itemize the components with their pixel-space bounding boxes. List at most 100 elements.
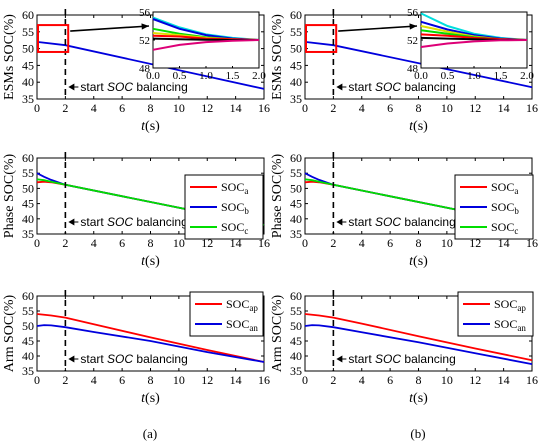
series-line-2: [36, 178, 265, 226]
caption-b: (b): [410, 426, 425, 441]
x-tick-label: 16: [526, 101, 538, 115]
annotation-prefix: start: [80, 80, 107, 94]
y-tick-label: 45: [22, 197, 34, 211]
x-tick-label: 2: [330, 236, 336, 250]
y-tick-label: 40: [22, 212, 34, 226]
x-axis-label-italic: t: [141, 391, 146, 406]
zoom-arrow-line: [338, 25, 418, 32]
annotation-italic: SOC: [375, 215, 401, 229]
annotation-italic: SOC: [107, 80, 133, 94]
annotation-arrow: [336, 218, 343, 226]
inset-x-tick-label: 1.0: [467, 70, 481, 82]
annotation-italic: SOC: [107, 352, 133, 366]
legend-label-main: SOC: [491, 200, 514, 214]
legend-a-arm: SOCap SOCan: [189, 291, 264, 337]
zoom-arrow-head: [409, 23, 417, 30]
inset-y-tick-label: 56: [139, 7, 151, 19]
y-tick-label: 35: [290, 364, 302, 378]
x-tick-label: 16: [526, 373, 538, 387]
annotation-arrow: [68, 355, 75, 363]
annotation-italic: SOC: [375, 80, 401, 94]
annotation-text: start SOC balancing: [80, 215, 187, 229]
x-tick-label: 8: [148, 373, 154, 387]
x-tick-label: 0: [302, 101, 308, 115]
y-tick-label: 40: [290, 349, 302, 363]
annotation-italic: SOC: [375, 352, 401, 366]
x-axis-label-italic: t: [409, 391, 414, 406]
annotation-prefix: start: [348, 80, 375, 94]
x-tick-label: 10: [441, 236, 453, 250]
series-line-1: [304, 324, 533, 365]
inset-y-tick-label: 48: [139, 63, 151, 75]
y-tick-label: 55: [22, 25, 34, 39]
inset-x-tick-label: 1.0: [199, 70, 213, 82]
x-tick-label: 10: [441, 373, 453, 387]
x-tick-label: 6: [119, 236, 125, 250]
y-tick-label: 45: [290, 334, 302, 348]
y-tick-label: 60: [22, 151, 34, 165]
legend-b-arm: SOCap SOCan: [457, 291, 534, 337]
legend-label-sub: b: [244, 206, 249, 216]
legend-label: SOCc: [491, 220, 518, 236]
y-axis-label: Phase SOC(%): [2, 153, 17, 238]
x-tick-label: 0: [34, 373, 40, 387]
x-tick-label: 10: [173, 236, 185, 250]
series-line-0: [304, 41, 533, 89]
y-axis-label: Arm SOC(%): [2, 294, 17, 372]
x-tick-label: 4: [91, 373, 97, 387]
x-axis-label-italic: t: [141, 254, 146, 269]
y-tick-label: 60: [22, 289, 34, 303]
y-tick-label: 50: [22, 319, 34, 333]
inset-x-tick-label: 1.5: [226, 70, 240, 82]
y-tick-label: 55: [290, 166, 302, 180]
annotation-arrow: [336, 83, 343, 91]
annotation-prefix: start: [80, 215, 107, 229]
legend-box: [189, 291, 264, 337]
y-tick-label: 40: [290, 212, 302, 226]
zoom-arrow-head: [141, 23, 149, 30]
legend-label-main: SOC: [494, 317, 517, 331]
annotation-prefix: start: [348, 215, 375, 229]
legend-label-sub: an: [517, 323, 526, 333]
legend-label-main: SOC: [221, 220, 244, 234]
y-tick-label: 45: [22, 58, 34, 72]
y-tick-label: 40: [290, 75, 302, 89]
annotation-text: start SOC balancing: [348, 80, 455, 94]
x-tick-label: 12: [469, 373, 481, 387]
y-tick-label: 35: [22, 227, 34, 241]
x-tick-label: 0: [34, 101, 40, 115]
legend-label-sub: c: [244, 226, 248, 236]
legend-label: SOCan: [226, 317, 258, 333]
y-tick-label: 55: [22, 166, 34, 180]
y-tick-label: 55: [290, 25, 302, 39]
legend-label: SOCap: [226, 297, 258, 313]
x-axis-label-unit: (s): [145, 254, 160, 269]
y-tick-label: 50: [290, 42, 302, 56]
y-tick-label: 35: [290, 227, 302, 241]
x-axis-label-unit: (s): [413, 391, 428, 406]
annotation-text: start SOC balancing: [348, 215, 455, 229]
x-axis-label: t(s): [409, 391, 428, 406]
x-tick-label: 2: [330, 373, 336, 387]
inset-a-esm: 0.0 0.5 1.0 1.5 2.0 48 52 56: [139, 7, 266, 82]
inset-x-tick-label: 0.0: [146, 70, 160, 82]
y-tick-label: 50: [290, 319, 302, 333]
inset-x-tick-label: 0.5: [441, 70, 455, 82]
zoom-region-box: [37, 24, 70, 53]
inset-x-tick-label: 0.0: [414, 70, 428, 82]
x-axis-label: t(s): [141, 391, 160, 406]
x-tick-label: 16: [258, 373, 270, 387]
y-tick-label: 35: [22, 92, 34, 106]
legend-label: SOCap: [494, 297, 526, 313]
legend-label: SOCb: [221, 200, 249, 216]
y-tick-label: 45: [290, 58, 302, 72]
x-axis-label-italic: t: [141, 119, 146, 134]
legend-label-sub: ap: [517, 303, 526, 313]
x-tick-label: 2: [62, 236, 68, 250]
caption-a: (a): [143, 426, 157, 441]
y-tick-label: 50: [290, 181, 302, 195]
annotation-suffix: balancing: [133, 352, 188, 366]
